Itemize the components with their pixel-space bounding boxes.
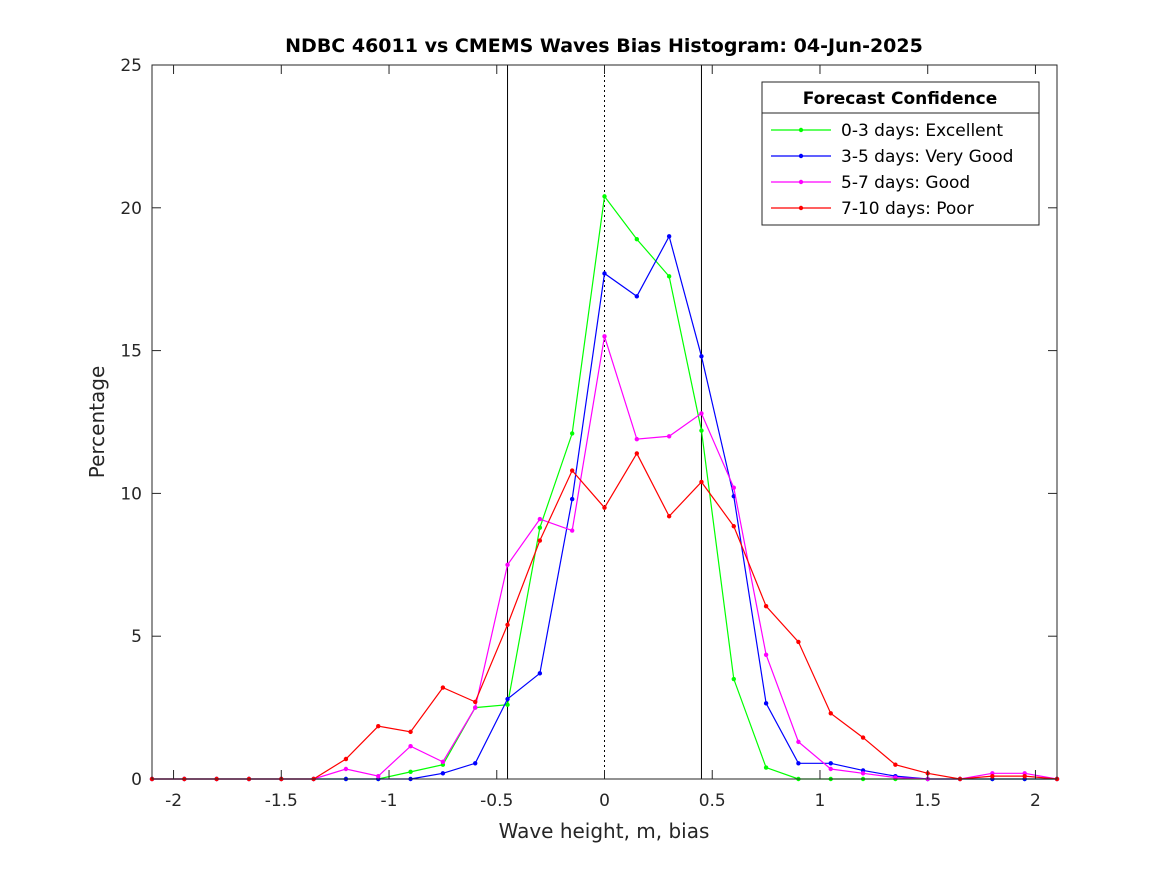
data-point [408,769,413,775]
legend: Forecast Confidence 0-3 days: Excellent 3… [761,81,1040,226]
legend-label: 3-5 days: Very Good [841,147,1013,167]
data-point [699,428,704,433]
data-point [763,701,769,706]
y-tick-label: 0 [131,770,142,790]
data-point [343,766,349,772]
data-point [376,773,381,779]
y-tick-label: 20 [120,199,142,219]
data-point [666,274,672,279]
data-point [537,516,543,522]
y-tick-label: 10 [120,484,142,504]
data-point [666,434,672,439]
legend-item-1: 3-5 days: Very Good [771,147,1013,167]
x-tick-label: -2 [165,791,182,811]
data-point [860,735,866,740]
data-point [699,411,704,416]
data-point [796,739,801,745]
data-point [1022,773,1027,779]
x-tick-label: 2 [1030,791,1041,811]
data-point [408,729,413,735]
data-point [796,761,801,766]
data-point [796,639,801,645]
chart-title: NDBC 46011 vs CMEMS Waves Bias Histogram… [285,35,923,57]
data-point [473,761,478,766]
x-tick-label: -1.5 [265,791,298,811]
data-point [343,756,349,762]
legend-swatch-marker [798,205,804,211]
y-tick-label: 15 [120,342,142,362]
legend-swatch-marker [798,179,804,185]
x-tick-label: -1 [381,791,398,811]
data-point [505,702,510,707]
data-point [537,538,543,543]
data-point [569,468,575,473]
data-point [731,676,736,682]
data-point [473,705,478,710]
data-point [376,723,381,729]
data-point [634,451,640,456]
data-point [537,525,543,530]
data-point [828,711,833,716]
y-axis-label: Percentage [85,366,109,479]
data-point [666,234,672,239]
data-point [473,699,478,705]
data-point [634,294,640,299]
y-tick-label: 5 [131,627,142,647]
data-point [699,354,704,359]
legend-item-3: 7-10 days: Poor [771,199,974,219]
data-point [440,759,446,765]
data-point [699,479,704,485]
x-axis-label: Wave height, m, bias [499,819,710,843]
x-tick-label: 0.5 [699,791,726,811]
legend-swatch-marker [798,127,804,133]
data-point [602,271,607,276]
data-point [666,514,672,519]
data-point [440,771,446,776]
legend-item-0: 0-3 days: Excellent [771,121,1003,141]
legend-title: Forecast Confidence [803,89,998,109]
data-point [763,652,769,657]
x-tick-label: 0 [599,791,610,811]
data-point [537,671,543,676]
legend-item-2: 5-7 days: Good [771,173,970,193]
data-point [763,765,769,770]
data-point [569,431,575,436]
data-point [828,761,833,766]
x-tick-label: 1.5 [914,791,941,811]
data-point [569,528,575,533]
x-tick-label: -0.5 [480,791,513,811]
data-point [828,766,833,772]
legend-box [761,81,1040,226]
data-point [763,604,769,609]
data-point [893,762,898,767]
legend-label: 5-7 days: Good [841,173,970,193]
data-point [408,743,413,749]
legend-label: 0-3 days: Excellent [841,121,1003,141]
x-tick-label: 1 [815,791,826,811]
data-point [569,496,575,502]
data-point [860,771,866,776]
data-point [731,485,736,490]
data-point [505,696,510,702]
data-point [634,436,640,442]
data-point [602,194,607,199]
data-point [505,622,510,627]
data-point [990,773,995,779]
y-tick-label: 25 [120,56,142,76]
reference-lines [507,65,702,779]
data-point [634,237,640,242]
data-point [602,334,607,339]
data-point [731,524,736,529]
data-point [440,685,446,690]
legend-swatch-marker [798,153,804,159]
legend-label: 7-10 days: Poor [841,199,974,219]
data-point [505,562,510,567]
data-point [602,505,607,510]
legend-items: 0-3 days: Excellent 3-5 days: Very Good 5-… [771,121,1013,219]
